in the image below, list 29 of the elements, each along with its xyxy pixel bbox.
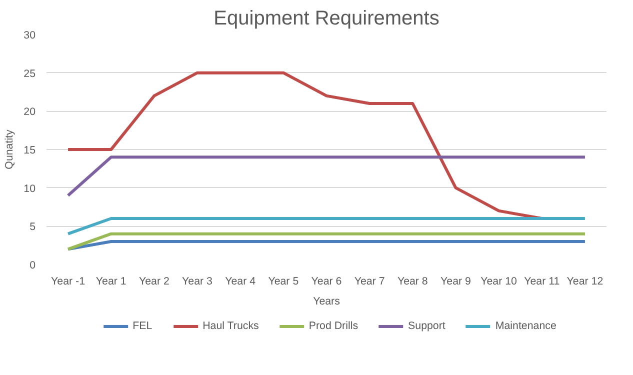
legend-label: Prod Drills: [308, 320, 358, 332]
y-tick-label: 5: [30, 221, 36, 234]
x-tick-label: Year 11: [524, 276, 560, 288]
x-axis-title: Years: [313, 296, 340, 308]
x-tick-label: Year 9: [440, 276, 472, 288]
y-tick-label: 25: [24, 68, 36, 80]
y-tick-label: 0: [30, 260, 36, 272]
x-tick-label: Year 5: [268, 276, 299, 288]
y-tick-label: 20: [24, 106, 36, 118]
x-tick-label: Year 3: [182, 276, 213, 288]
x-tick-label: Year 7: [354, 276, 385, 288]
legend-label: Maintenance: [495, 320, 556, 332]
x-tick-label: Year -1: [51, 276, 86, 288]
x-tick-label: Year 10: [480, 276, 518, 288]
y-axis-title: Qunatity: [4, 128, 16, 170]
y-tick-label: 30: [24, 30, 36, 42]
x-tick-label: Year 4: [225, 276, 256, 288]
chart-title: Equipment Requirements: [214, 8, 440, 30]
x-tick-label: Year 12: [566, 276, 604, 288]
y-tick-label: 15: [24, 144, 36, 156]
y-tick-label: 10: [24, 182, 36, 195]
legend-label: FEL: [132, 320, 153, 332]
x-tick-label: Year 2: [138, 276, 170, 288]
legend-label: Haul Trucks: [202, 320, 259, 332]
line-series: [66, 71, 544, 220]
x-tick-label: Year 1: [96, 276, 126, 288]
legend-label: Support: [408, 320, 446, 332]
x-tick-label: Year 6: [311, 276, 342, 288]
x-tick-label: Year 8: [397, 276, 428, 288]
